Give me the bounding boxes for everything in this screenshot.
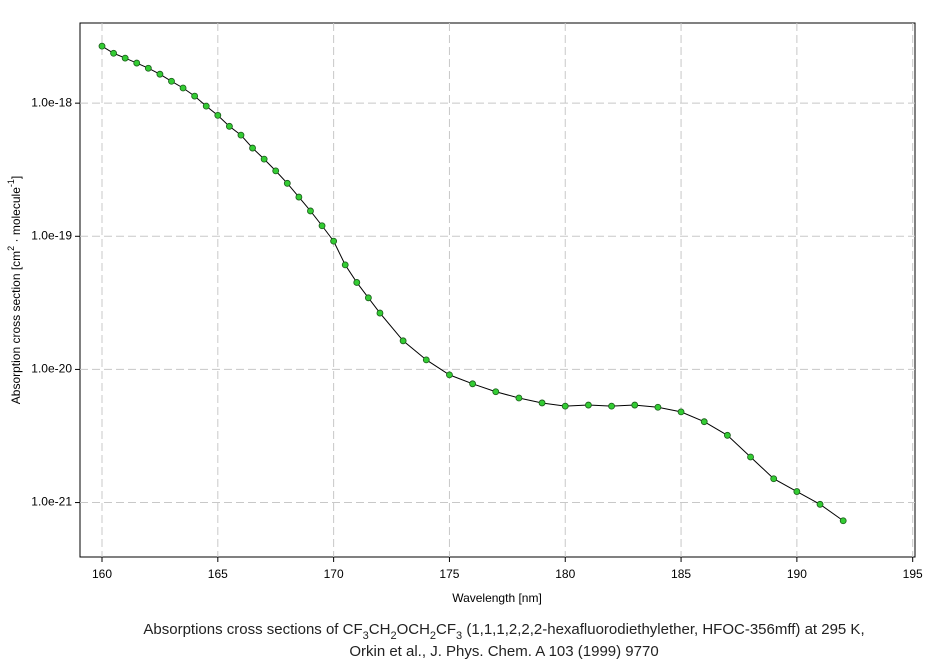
- data-point: [307, 207, 314, 215]
- data-point: [376, 309, 384, 317]
- y-tick-label: 1.0e-21: [31, 495, 72, 509]
- text-part: 3: [456, 630, 462, 642]
- y-axis-label: Absorption cross section [cm2 · molecule…: [6, 176, 23, 404]
- data-point: [723, 431, 731, 439]
- text-part: CH: [369, 621, 391, 638]
- data-point: [793, 488, 801, 495]
- x-axis-label: Wavelength [nm]: [452, 591, 542, 605]
- data-point: [156, 70, 164, 78]
- data-point: [214, 111, 222, 119]
- x-tick-label: 175: [439, 567, 459, 581]
- text-part: Absorption cross section [cm: [9, 251, 23, 404]
- data-point: [585, 401, 592, 409]
- data-point: [353, 279, 361, 286]
- text-part: 2: [430, 630, 436, 642]
- y-tick-label: 1.0e-19: [31, 228, 72, 242]
- data-point: [747, 453, 754, 461]
- text-part: OCH: [397, 621, 430, 638]
- plot-area: [79, 22, 916, 558]
- data-point: [839, 517, 847, 525]
- x-tick-label: 180: [555, 567, 575, 581]
- text-part: Absorptions cross sections of CF: [143, 621, 362, 638]
- data-point: [202, 102, 210, 110]
- data-point: [538, 399, 546, 407]
- text-part: · molecule: [9, 187, 23, 246]
- data-point: [168, 77, 175, 85]
- data-point: [446, 371, 453, 379]
- x-tick-label: 185: [671, 567, 691, 581]
- data-point: [341, 261, 349, 269]
- text-part: ]: [9, 176, 23, 179]
- data-point: [318, 222, 326, 230]
- data-point: [330, 237, 338, 245]
- caption: Orkin et al., J. Phys. Chem. A 103 (1999…: [349, 643, 658, 660]
- caption: Absorptions cross sections of CF3CH2OCH2…: [143, 621, 864, 642]
- data-point: [770, 475, 778, 483]
- data-point: [260, 155, 268, 163]
- data-point: [364, 294, 372, 302]
- x-tick-label: 195: [903, 567, 923, 581]
- data-point: [237, 131, 245, 139]
- data-point: [561, 402, 569, 410]
- y-tick-label: 1.0e-20: [31, 362, 72, 376]
- data-point: [399, 337, 407, 345]
- data-point: [816, 500, 824, 508]
- text-part: CF: [436, 621, 456, 638]
- data-point: [249, 144, 256, 152]
- data-point: [133, 59, 141, 67]
- x-tick-label: 160: [92, 567, 112, 581]
- data-point: [110, 49, 117, 57]
- data-point: [469, 380, 477, 388]
- text-part: -1: [6, 179, 16, 187]
- data-point: [631, 401, 639, 409]
- text-part: 3: [363, 630, 369, 642]
- data-point: [515, 394, 523, 402]
- data-point: [144, 64, 152, 72]
- text-part: 2: [6, 246, 16, 251]
- x-tick-label: 165: [208, 567, 228, 581]
- text-part: 2: [390, 630, 396, 642]
- data-point: [422, 356, 430, 364]
- data-point: [272, 167, 280, 175]
- data-point: [179, 84, 187, 92]
- data-point: [191, 92, 199, 100]
- data-point: [492, 388, 500, 396]
- x-tick-label: 190: [787, 567, 807, 581]
- data-point: [283, 179, 291, 187]
- text-part: (1,1,1,2,2,2-hexafluorodiethylether, HFO…: [462, 621, 864, 638]
- data-point: [98, 42, 106, 50]
- data-point: [121, 54, 129, 62]
- data-point: [295, 193, 303, 201]
- data-point: [608, 402, 615, 410]
- data-point: [654, 403, 662, 411]
- data-point: [677, 408, 685, 416]
- data-point: [225, 122, 233, 130]
- y-tick-label: 1.0e-18: [31, 95, 72, 109]
- data-point: [700, 418, 708, 426]
- x-tick-label: 170: [324, 567, 344, 581]
